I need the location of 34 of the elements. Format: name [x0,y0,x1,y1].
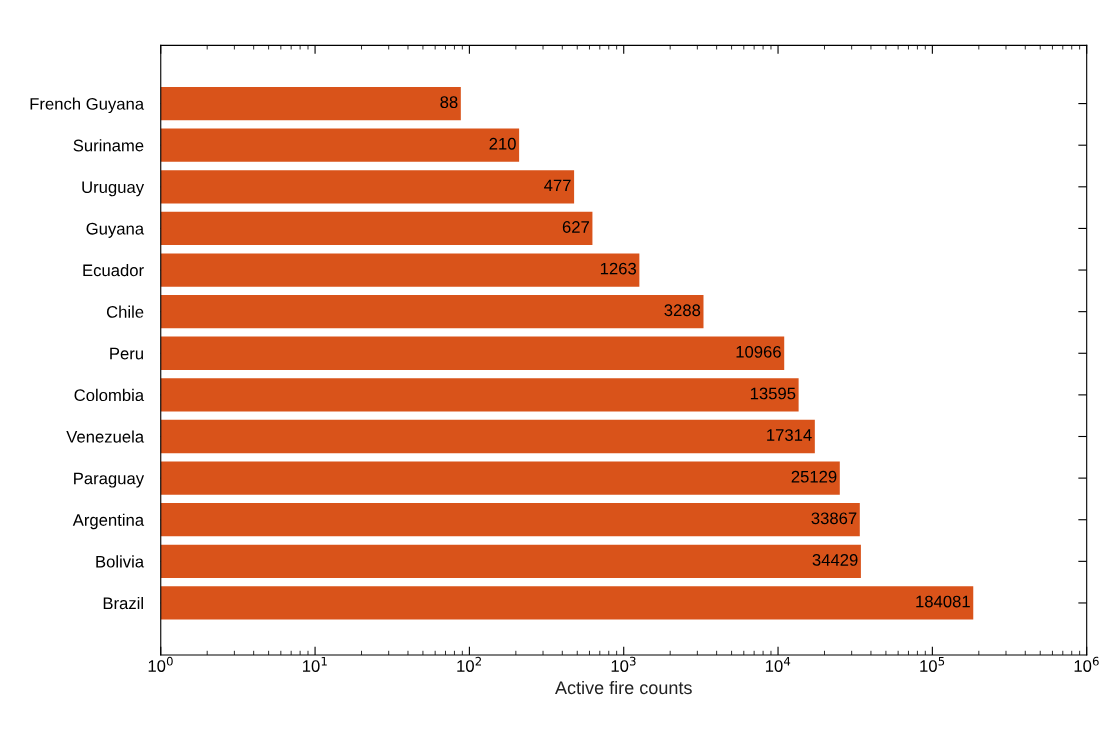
x-tick-label: 10$^{6}$ [1074,656,1099,672]
data-label: 10966 [736,345,781,358]
y-tick-label: Colombia [74,388,145,402]
y-tick-label: Paraguay [74,472,145,488]
x-tick-label: 10$^{5}$ [920,656,945,672]
x-tick-label: 10$^{2}$ [457,656,482,672]
data-label: 88 [440,96,458,109]
data-label: 33867 [811,512,857,525]
data-label: 184081 [916,595,970,608]
data-label: 210 [489,137,516,150]
y-tick-label: Venezuela [66,430,145,443]
data-label: 25129 [791,470,837,483]
data-label: 34429 [812,554,858,566]
y-tick-label: Argentina [72,513,145,530]
y-tick-label: Suriname [73,139,144,152]
x-tick-label: 10$^{1}$ [303,656,327,672]
data-label: 3288 [664,304,701,317]
y-tick-label: Chile [106,305,144,318]
y-tick-label: Peru [110,347,143,360]
data-label: 477 [544,179,571,192]
y-tick-label: Uruguay [82,181,145,197]
y-tick-label: Brazil [103,596,143,610]
data-label: 13595 [750,387,796,400]
y-tick-label: Bolivia [96,555,145,568]
y-tick-label: Guyana [86,222,145,238]
y-tick-label: French Guyana [30,97,145,114]
data-label: 1263 [600,262,637,275]
x-tick-label: 10$^{3}$ [611,656,636,672]
y-tick-label: Ecuador [83,264,144,277]
x-axis-title: Active fire counts [555,680,692,695]
x-tick-label: 10$^{4}$ [765,656,791,672]
x-tick-label: 10$^{0}$ [148,656,173,672]
data-label: 627 [562,221,589,233]
data-label: 17314 [767,429,812,441]
